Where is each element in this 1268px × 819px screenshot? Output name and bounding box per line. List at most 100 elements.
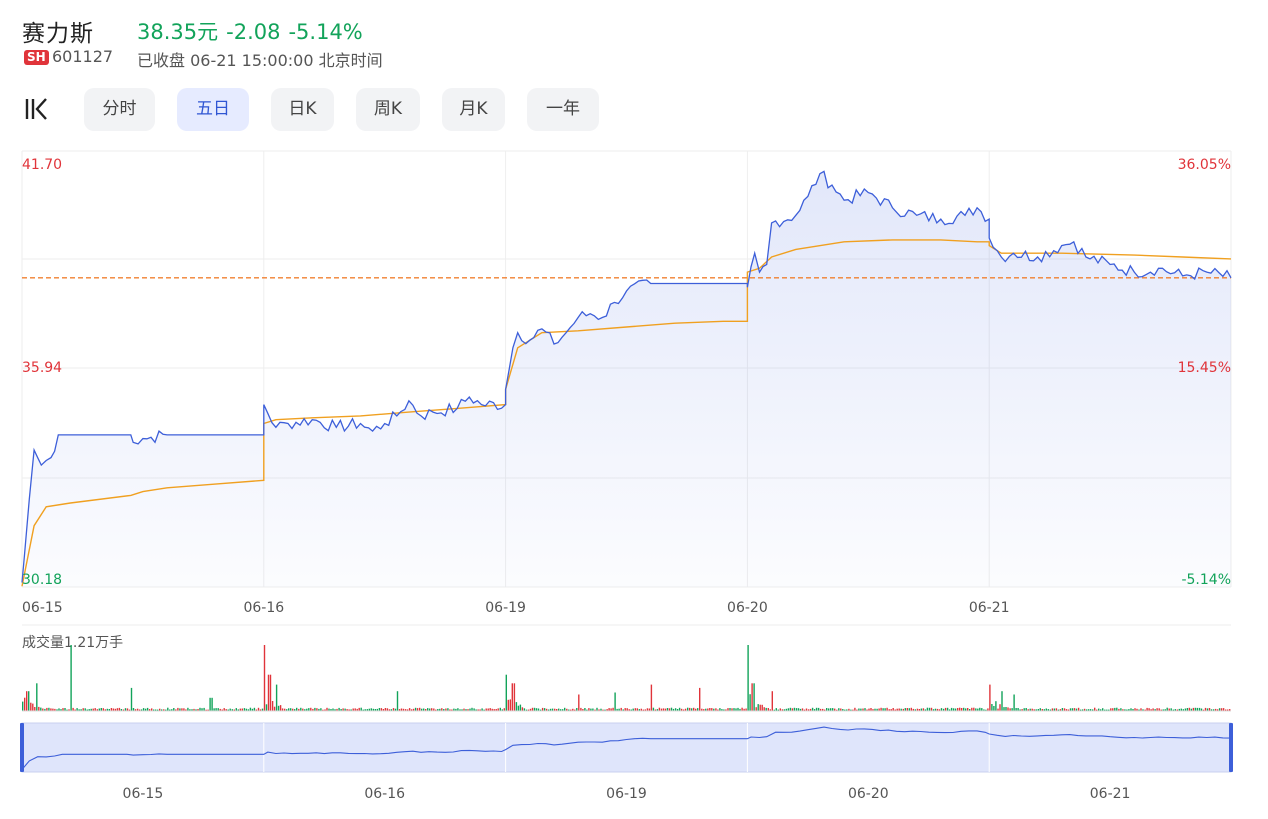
- volume-bar: [743, 708, 745, 711]
- volume-bar: [630, 709, 632, 711]
- volume-bar: [94, 708, 96, 711]
- volume-bar: [624, 708, 626, 711]
- y-right-tick: -5.14%: [1181, 572, 1231, 588]
- volume-bar: [558, 708, 560, 711]
- y-right-tick: 36.05%: [1178, 157, 1231, 173]
- volume-bar: [830, 708, 832, 711]
- volume-bar: [191, 709, 193, 711]
- volume-bar: [1007, 707, 1009, 711]
- volume-bar: [40, 707, 42, 711]
- volume-bar: [815, 707, 818, 711]
- tab-month-k[interactable]: 月K: [442, 88, 505, 131]
- range-handle-right[interactable]: [1229, 723, 1233, 772]
- volume-bar: [108, 709, 110, 711]
- volume-bar: [924, 709, 927, 711]
- volume-bar: [68, 709, 70, 711]
- tab-day-k[interactable]: 日K: [271, 88, 334, 131]
- volume-bar: [914, 709, 916, 711]
- range-handle-left[interactable]: [20, 723, 24, 772]
- volume-bar: [767, 708, 769, 711]
- volume-bar: [1015, 708, 1017, 711]
- volume-bar: [380, 708, 383, 711]
- volume-bar: [828, 708, 830, 711]
- tab-fenshi[interactable]: 分时: [84, 88, 155, 131]
- volume-bar: [596, 707, 598, 711]
- volume-bar: [66, 709, 68, 711]
- volume-bar: [201, 708, 203, 711]
- volume-bar: [159, 708, 161, 711]
- volume-bar: [1096, 709, 1098, 711]
- volume-bar: [940, 708, 943, 711]
- volume-bar: [338, 707, 340, 711]
- volume-bar: [840, 708, 842, 711]
- volume-bar: [592, 708, 594, 711]
- x-tick-label: 06-15: [22, 600, 63, 616]
- volume-bar: [1156, 708, 1158, 711]
- volume-bar: [1218, 708, 1221, 711]
- tab-one-year[interactable]: 一年: [527, 88, 599, 131]
- volume-bar: [408, 708, 411, 711]
- volume-bar: [1049, 709, 1052, 711]
- volume-bar: [954, 708, 957, 711]
- volume-bar: [503, 708, 505, 711]
- volume-bar: [781, 709, 784, 711]
- range-overview[interactable]: 06-15 06-16 06-19 06-20 06-21: [20, 722, 1233, 802]
- volume-bar: [491, 708, 493, 711]
- volume-bar: [1047, 709, 1049, 711]
- volume-bar: [1037, 709, 1039, 711]
- tab-wuri[interactable]: 五日: [177, 88, 249, 131]
- volume-bar: [217, 708, 219, 711]
- volume-bar: [423, 708, 425, 711]
- volume-bar: [606, 709, 608, 711]
- kline-toggle-icon[interactable]: [24, 96, 52, 122]
- volume-bar: [533, 707, 536, 711]
- volume-bar: [427, 708, 429, 711]
- volume-bar: [707, 708, 709, 711]
- x-tick-label: 06-19: [485, 600, 526, 616]
- volume-bar: [70, 645, 72, 711]
- overview-price-line: [21, 726, 1232, 770]
- volume-bar: [215, 708, 217, 711]
- y-left-tick: 41.70: [22, 157, 62, 173]
- volume-bar: [1003, 707, 1005, 711]
- volume-bar: [1204, 707, 1207, 711]
- volume-bar: [868, 708, 870, 711]
- volume-bar: [273, 706, 276, 711]
- volume-bar: [705, 708, 707, 711]
- volume-bar: [406, 709, 409, 711]
- volume-bar: [471, 707, 473, 711]
- volume-bar: [731, 708, 733, 711]
- volume-bar: [715, 708, 717, 711]
- volume-bar: [120, 709, 123, 711]
- volume-bar: [993, 706, 995, 711]
- volume-bar: [963, 707, 965, 711]
- volume-bar: [64, 708, 66, 711]
- volume-bar: [670, 707, 673, 711]
- volume-bar: [614, 692, 616, 711]
- volume-bar: [314, 707, 316, 711]
- volume-bar: [668, 708, 671, 711]
- volume-bar: [181, 708, 183, 711]
- volume-bar: [805, 708, 808, 711]
- volume-bar: [50, 708, 52, 711]
- volume-bar: [616, 708, 618, 711]
- volume-bar: [1061, 708, 1064, 711]
- volume-bar: [719, 708, 721, 711]
- volume-bar: [146, 707, 149, 711]
- volume-bar: [926, 707, 929, 711]
- volume-bar: [336, 708, 338, 711]
- volume-bar: [80, 709, 82, 711]
- tab-week-k[interactable]: 周K: [356, 88, 420, 131]
- volume-bar: [1077, 707, 1080, 711]
- volume-bar: [729, 708, 731, 711]
- volume-bar: [362, 709, 364, 711]
- volume-bar: [1045, 708, 1047, 711]
- price-change-pct: -5.14%: [288, 20, 363, 44]
- volume-bar: [1092, 709, 1094, 711]
- volume-bar: [636, 708, 638, 711]
- volume-bar: [106, 708, 108, 711]
- volume-bar: [461, 709, 463, 711]
- volume-bar: [822, 708, 824, 711]
- volume-bar: [912, 708, 914, 711]
